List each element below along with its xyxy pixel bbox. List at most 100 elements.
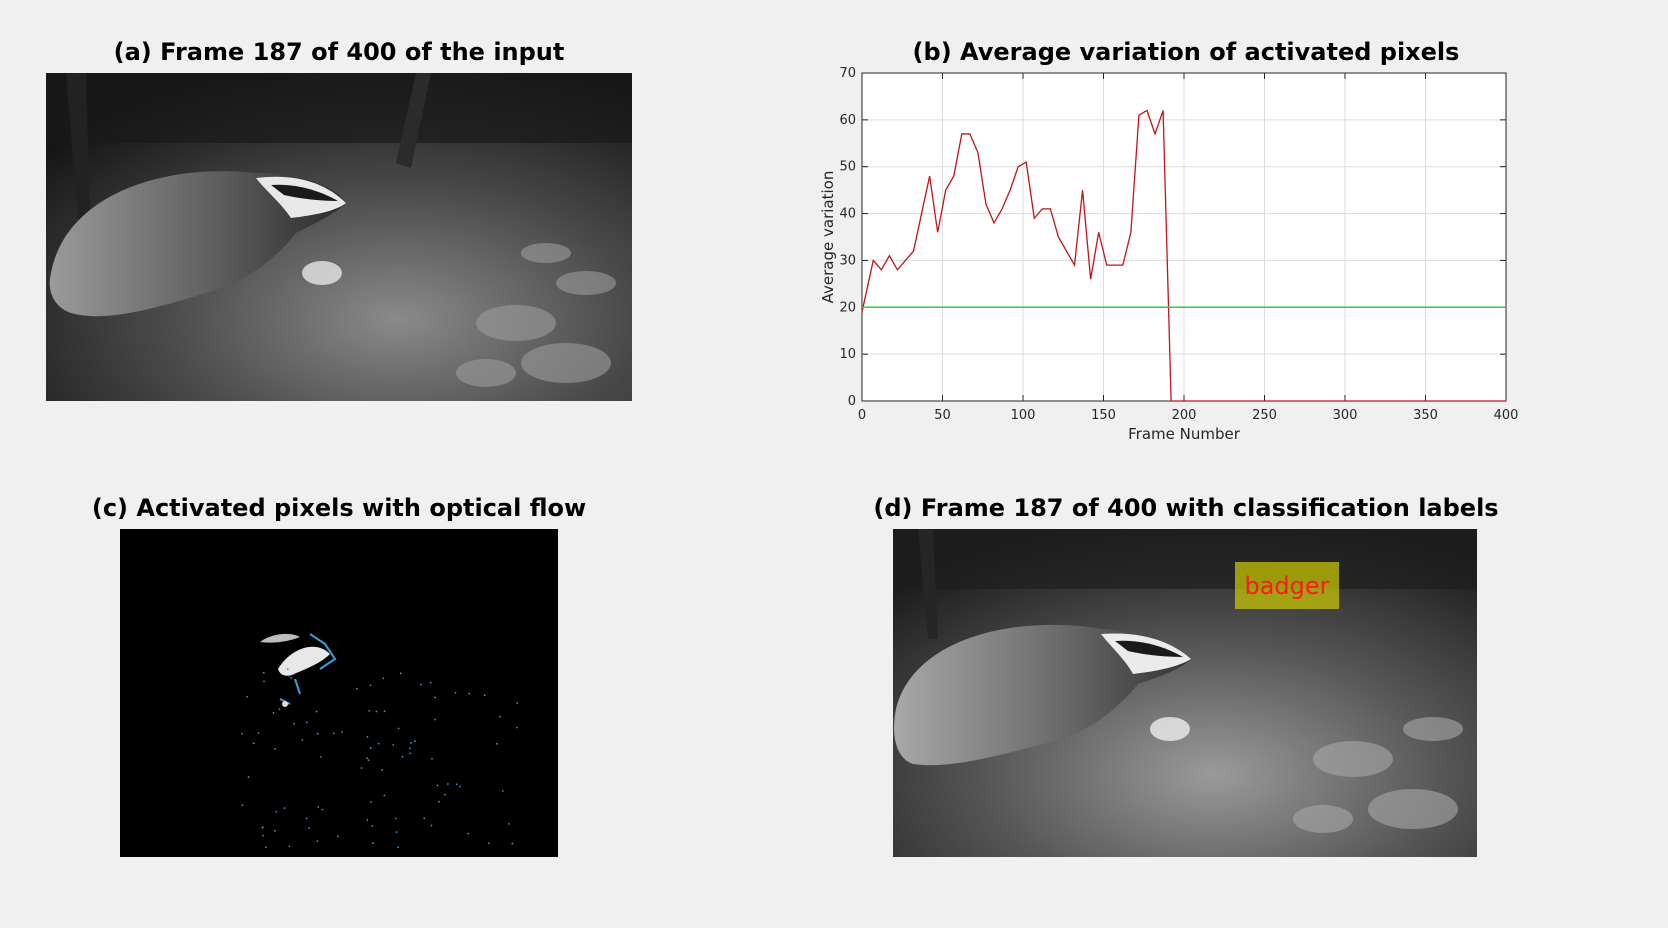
panel-c-title: (c) Activated pixels with optical flow	[91, 494, 587, 522]
flow-dot	[273, 829, 276, 832]
flow-dot	[401, 755, 404, 758]
x-tick-label: 150	[1091, 408, 1116, 423]
flow-dot	[507, 822, 510, 825]
flow-dot	[438, 800, 440, 803]
flow-dot	[399, 672, 402, 675]
flow-dot	[397, 727, 400, 730]
flow-dot	[488, 842, 490, 845]
flow-dot	[454, 691, 457, 694]
x-tick-label: 0	[858, 408, 866, 423]
flow-dot	[499, 715, 501, 718]
flow-dot	[305, 721, 308, 724]
flow-dot	[467, 832, 470, 835]
flow-dot	[257, 732, 260, 734]
flow-dot	[408, 747, 411, 750]
flow-dot	[395, 831, 398, 833]
chart-ticks: 0 50 100 150 200 250 300 350 400 0 10 20 30 40 50 60 70	[839, 66, 1518, 423]
flow-dot	[321, 808, 324, 811]
flow-dot	[429, 681, 432, 684]
flow-dot	[397, 846, 399, 849]
flow-dot	[431, 757, 433, 760]
flow-dot	[278, 708, 281, 711]
flow-dot	[305, 817, 308, 820]
series-line-variation	[861, 109, 1506, 402]
y-tick-label: 20	[839, 300, 856, 315]
flow-dot	[483, 694, 486, 697]
flow-dot	[377, 742, 380, 745]
flow-dot	[516, 726, 518, 729]
flow-dot	[262, 671, 265, 674]
flow-dot	[366, 819, 369, 821]
flow-dot	[423, 817, 426, 820]
flow-dot	[430, 824, 433, 827]
flow-dot	[275, 810, 278, 813]
flow-dot	[394, 817, 397, 820]
variation-chart: 0 50 100 150 200 250 300 350 400 0 10 20 30 40 50 60 70 …	[800, 60, 1530, 450]
flow-dot	[263, 680, 265, 683]
flow-dot	[392, 743, 395, 746]
flow-dot	[247, 776, 250, 778]
flow-dot	[241, 804, 244, 807]
flow-dot	[383, 794, 386, 797]
panel-a-title: (a) Frame 187 of 400 of the input	[113, 38, 565, 66]
x-tick-label: 200	[1172, 408, 1197, 423]
x-tick-label: 50	[934, 408, 951, 423]
chart-series	[861, 109, 1506, 402]
chart-grid	[862, 73, 1506, 401]
y-tick-label: 60	[839, 113, 856, 128]
flow-dot	[369, 684, 372, 687]
flow-dot	[316, 732, 319, 735]
flow-dot	[320, 755, 322, 758]
flow-dot	[372, 842, 374, 844]
flow-dot	[360, 767, 363, 769]
flow-dot	[413, 740, 416, 743]
flow-dot	[246, 695, 248, 698]
flow-dot	[274, 748, 276, 750]
flow-dot	[459, 785, 461, 788]
flow-dot	[286, 668, 289, 671]
flow-dot	[371, 825, 374, 827]
y-tick-label: 50	[839, 160, 856, 175]
flow-dot	[261, 826, 264, 829]
flow-dot	[301, 738, 304, 741]
flow-dot	[444, 793, 446, 796]
flow-dot	[341, 731, 343, 733]
flow-dot	[332, 732, 335, 735]
x-tick-label: 400	[1494, 408, 1519, 423]
flow-dot	[315, 710, 318, 713]
flow-dot	[511, 842, 514, 845]
panel-d-title: (d) Frame 187 of 400 with classification…	[873, 494, 1499, 522]
flow-dot	[366, 757, 368, 760]
flow-dot	[409, 752, 412, 755]
flow-dot	[288, 674, 290, 677]
x-tick-label: 100	[1011, 408, 1036, 423]
optical-flow-image	[120, 529, 558, 857]
flow-dot	[516, 702, 519, 704]
flow-dot	[272, 712, 275, 714]
flow-dot	[288, 845, 291, 848]
classification-label-badger: badger	[1235, 562, 1339, 609]
y-tick-label: 30	[839, 253, 856, 268]
flow-dot	[433, 696, 436, 699]
flow-dot	[368, 709, 371, 712]
flow-dot	[501, 790, 504, 792]
flow-dot	[370, 801, 372, 803]
flow-dot	[241, 732, 243, 735]
flow-dot	[369, 747, 372, 749]
flow-dot	[367, 759, 370, 762]
x-tick-label: 250	[1252, 408, 1277, 423]
flow-dot	[337, 835, 339, 838]
flow-dot	[496, 742, 498, 745]
flow-dot	[252, 742, 255, 745]
flow-dot	[433, 718, 436, 721]
flow-dot	[366, 735, 369, 738]
flow-dot	[455, 783, 458, 786]
flow-dot	[308, 827, 311, 830]
y-axis-label: Average variation	[819, 171, 837, 304]
flow-dot	[381, 769, 384, 771]
flow-dot	[420, 683, 422, 686]
flow-dot	[262, 834, 264, 837]
flow-dot	[283, 807, 286, 810]
classified-frame-image: badger	[893, 529, 1477, 857]
flow-dot	[316, 840, 319, 843]
